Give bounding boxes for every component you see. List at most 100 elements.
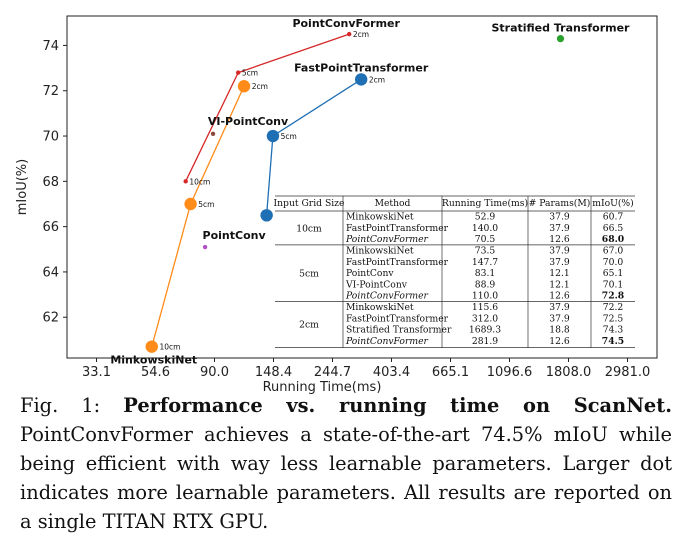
x-tick-label: 1096.6 xyxy=(487,365,533,380)
table-grid-size-cell: 2cm xyxy=(299,320,319,331)
table-params-cell: 37.9 xyxy=(549,212,570,223)
data-point-pointconv xyxy=(202,244,208,250)
table-time-cell: 281.9 xyxy=(472,336,498,347)
data-point-minkowskinet xyxy=(237,80,251,93)
table-grid-size-cell: 10cm xyxy=(296,223,322,234)
table-method-cell: PointConvFormer xyxy=(345,234,429,245)
table-params-cell: 37.9 xyxy=(549,313,570,324)
series-name-pointconv: PointConv xyxy=(203,229,267,242)
data-point-vi-pointconv xyxy=(210,131,216,136)
table-miou-cell: 72.8 xyxy=(602,291,624,302)
table-method-cell: PointConvFormer xyxy=(345,291,429,302)
table-time-cell: 115.6 xyxy=(472,302,498,313)
table-params-cell: 37.9 xyxy=(549,302,570,313)
table-params-cell: 37.9 xyxy=(549,246,570,257)
y-tick-label: 62 xyxy=(42,311,59,326)
table-miou-cell: 70.0 xyxy=(603,257,624,268)
table-params-cell: 37.9 xyxy=(549,257,570,268)
table-header-cell: mIoU(%) xyxy=(592,198,634,209)
data-point-pointconvformer xyxy=(235,70,241,75)
table-method-cell: PointConvFormer xyxy=(345,336,429,347)
table-miou-cell: 74.3 xyxy=(603,325,624,336)
series-name-minkowskinet: MinkowskiNet xyxy=(110,354,197,367)
table-header-cell: # Params(M) xyxy=(529,198,591,209)
table-grid-size-cell: 5cm xyxy=(299,269,319,280)
table-params-cell: 18.8 xyxy=(549,325,570,336)
table-miou-cell: 72.5 xyxy=(603,313,624,324)
series-pointconvformer xyxy=(183,31,352,184)
chart-series xyxy=(145,31,565,353)
table-miou-cell: 74.5 xyxy=(602,336,624,347)
data-point-fastpointtransformer xyxy=(266,129,280,143)
y-tick-label: 68 xyxy=(42,175,59,190)
grid-size-label: 5cm xyxy=(198,200,214,209)
table-method-cell: VI-PointConv xyxy=(345,279,408,290)
x-tick-label: 244.7 xyxy=(314,365,351,380)
table-method-cell: FastPointTransformer xyxy=(346,223,449,234)
table-miou-cell: 65.1 xyxy=(603,268,623,279)
series-name-stratified-transformer: Stratified Transformer xyxy=(491,22,630,35)
x-axis-label: Running Time(ms) xyxy=(263,380,382,395)
table-method-cell: Stratified Transformer xyxy=(346,325,452,336)
table-method-cell: FastPointTransformer xyxy=(346,313,449,324)
series-line-fastpointtransformer xyxy=(265,78,362,216)
x-tick-label: 33.1 xyxy=(82,365,111,380)
table-params-cell: 12.6 xyxy=(549,336,570,347)
series-name-vi-pointconv: VI-PointConv xyxy=(208,115,289,128)
table-background xyxy=(275,196,635,348)
performance-chart: 62 64 66 68 70 72 74 33.1 54.6 90.0 148.4 244.7 403.… xyxy=(15,15,658,395)
series-vi-pointconv xyxy=(210,131,216,136)
grid-size-label: 10cm xyxy=(159,343,180,352)
table-header-cell: Input Grid Size xyxy=(274,198,345,209)
caption-body: PointConvFormer achieves a state-of-the-… xyxy=(20,423,672,533)
table-time-cell: 147.7 xyxy=(472,257,498,268)
series-stratified-transformer xyxy=(556,35,565,43)
data-point-pointconvformer xyxy=(183,179,188,184)
x-tick-label: 54.6 xyxy=(141,365,170,380)
y-tick-label: 74 xyxy=(42,39,59,54)
table-header-cell: Method xyxy=(375,198,411,209)
grid-size-label: 5cm xyxy=(281,132,297,141)
data-point-fastpointtransformer xyxy=(354,73,368,86)
chart-point-labels: 10cm 5cm 2cm 10cm 5cm 2cm 10cm 5cm 2cm MinkowskiN… xyxy=(110,17,630,367)
table-time-cell: 312.0 xyxy=(472,313,498,324)
table-time-cell: 70.5 xyxy=(475,234,496,245)
table-time-cell: 88.9 xyxy=(475,279,496,290)
y-tick-label: 70 xyxy=(42,130,59,145)
data-point-stratified-transformer xyxy=(556,35,565,43)
table-time-cell: 140.0 xyxy=(472,223,498,234)
x-tick-label: 665.1 xyxy=(432,365,469,380)
plot-frame xyxy=(66,15,658,359)
table-params-cell: 12.6 xyxy=(549,234,570,245)
table-time-cell: 83.1 xyxy=(475,268,495,279)
series-minkowskinet xyxy=(145,80,251,353)
grid-size-label: 2cm xyxy=(252,82,268,91)
series-pointconv xyxy=(202,244,208,250)
chart-axes: 62 64 66 68 70 72 74 33.1 54.6 90.0 148.4 244.7 403.… xyxy=(15,15,658,395)
table-miou-cell: 72.2 xyxy=(603,302,623,313)
y-tick-label: 72 xyxy=(42,84,59,99)
table-method-cell: FastPointTransformer xyxy=(346,257,449,268)
table-method-cell: MinkowskiNet xyxy=(346,302,414,313)
table-miou-cell: 67.0 xyxy=(603,246,624,257)
table-miou-cell: 70.1 xyxy=(603,279,623,290)
figure-caption: Fig. 1: Performance vs. running time on … xyxy=(20,391,672,536)
table-miou-cell: 68.0 xyxy=(602,234,624,245)
caption-title: Performance vs. running time on ScanNet. xyxy=(123,394,672,417)
table-params-cell: 12.6 xyxy=(549,291,570,302)
y-axis-label: mIoU(%) xyxy=(15,159,30,215)
table-params-cell: 12.1 xyxy=(549,279,569,290)
table-time-cell: 52.9 xyxy=(475,212,496,223)
grid-size-label: 2cm xyxy=(353,30,369,39)
data-point-pointconvformer xyxy=(347,31,352,37)
results-table: Input Grid Size Method Running Time(ms) # P… xyxy=(274,195,635,349)
series-name-pointconvformer: PointConvFormer xyxy=(292,17,400,30)
table-time-cell: 110.0 xyxy=(472,291,498,302)
y-tick-label: 66 xyxy=(42,220,59,235)
table-miou-cell: 66.5 xyxy=(603,223,624,234)
x-tick-label: 148.4 xyxy=(255,365,292,380)
table-time-cell: 73.5 xyxy=(475,246,496,257)
data-point-fastpointtransformer xyxy=(260,209,273,222)
x-tick-label: 2981.0 xyxy=(605,365,651,380)
table-method-cell: MinkowskiNet xyxy=(346,246,414,257)
